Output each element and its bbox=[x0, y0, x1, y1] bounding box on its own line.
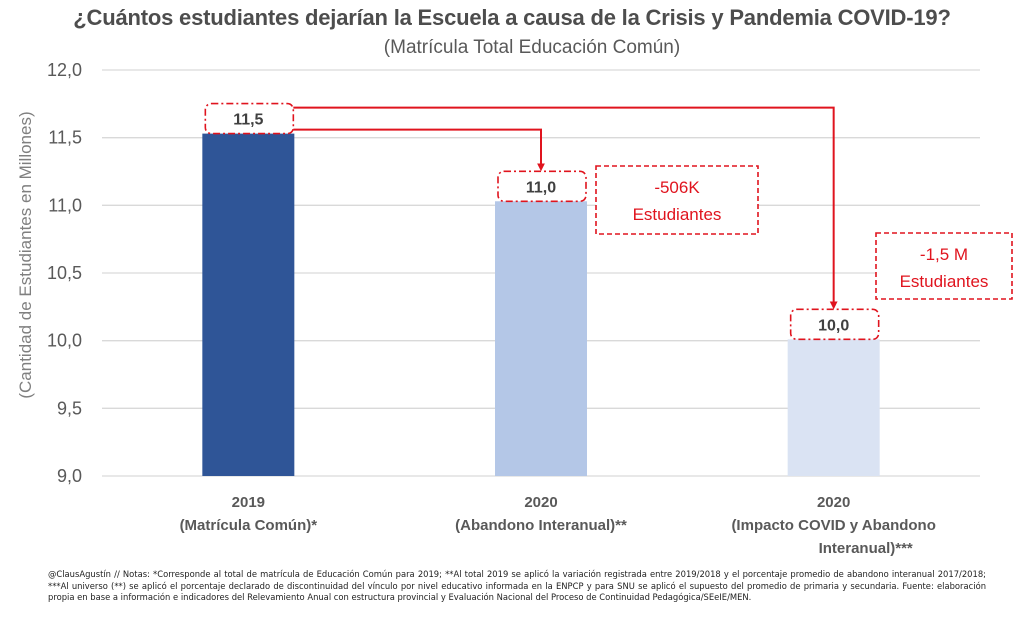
data-label-box bbox=[789, 308, 880, 341]
y-tick-label: 9,0 bbox=[57, 466, 82, 486]
y-tick-label: 10,0 bbox=[47, 331, 82, 351]
connector-arrows bbox=[293, 106, 838, 310]
annotation-unit: Estudiantes bbox=[900, 272, 989, 291]
bar-chart: 9,0 9,5 10,0 10,5 11,0 11,5 12,0 (Cantidad de … bbox=[16, 60, 1013, 557]
x-category-year: 2020 bbox=[817, 494, 850, 511]
y-tick-label: 12,0 bbox=[47, 60, 82, 80]
x-category-label: (Impacto COVID y Abandono bbox=[731, 517, 935, 534]
data-label: 10,0 bbox=[818, 317, 849, 334]
bar bbox=[495, 201, 587, 477]
arrow-to-2020-abandono bbox=[293, 128, 545, 172]
annotation-value: -1,5 M bbox=[920, 245, 968, 264]
x-category-label-cont: Interanual)*** bbox=[819, 540, 913, 557]
x-category-year: 2020 bbox=[524, 494, 557, 511]
data-label-box bbox=[204, 102, 295, 135]
arrow-to-2020-covid bbox=[293, 106, 838, 310]
data-labels: 11,5 11,0 10,0 bbox=[204, 102, 880, 341]
y-tick-label: 11,0 bbox=[48, 195, 82, 215]
footnote: @ClausAgustín // Notas: *Corresponde al … bbox=[48, 569, 986, 602]
annotation-value: -506K bbox=[654, 178, 700, 197]
y-axis-label: (Cantidad de Estudiantes en Millones) bbox=[16, 111, 35, 398]
y-tick-label: 9,5 bbox=[57, 398, 82, 418]
data-label: 11,5 bbox=[233, 112, 263, 129]
x-category-label: (Abandono Interanual)** bbox=[455, 517, 627, 534]
y-axis-ticks: 9,0 9,5 10,0 10,5 11,0 11,5 12,0 bbox=[47, 60, 82, 486]
annotations: -506K Estudiantes -1,5 M Estudiantes bbox=[595, 165, 1013, 300]
bar bbox=[787, 339, 880, 476]
bar bbox=[202, 133, 295, 476]
x-category-label: (Matrícula Común)* bbox=[180, 517, 318, 534]
x-category-year: 2019 bbox=[232, 494, 265, 511]
chart-subtitle: (Matrícula Total Educación Común) bbox=[383, 37, 681, 58]
annotation-box bbox=[595, 165, 759, 235]
data-label: 11,0 bbox=[526, 179, 556, 196]
bars bbox=[202, 133, 880, 477]
data-label-box bbox=[497, 170, 587, 203]
annotation-unit: Estudiantes bbox=[633, 205, 722, 224]
annotation-box bbox=[875, 232, 1013, 300]
x-axis-categories: 2019 (Matrícula Común)* 2020 (Abandono Inte… bbox=[180, 494, 936, 557]
y-tick-label: 10,5 bbox=[47, 263, 82, 283]
y-tick-label: 11,5 bbox=[48, 128, 82, 148]
chart-title: ¿Cuántos estudiantes dejarían la Escuela… bbox=[73, 5, 951, 30]
